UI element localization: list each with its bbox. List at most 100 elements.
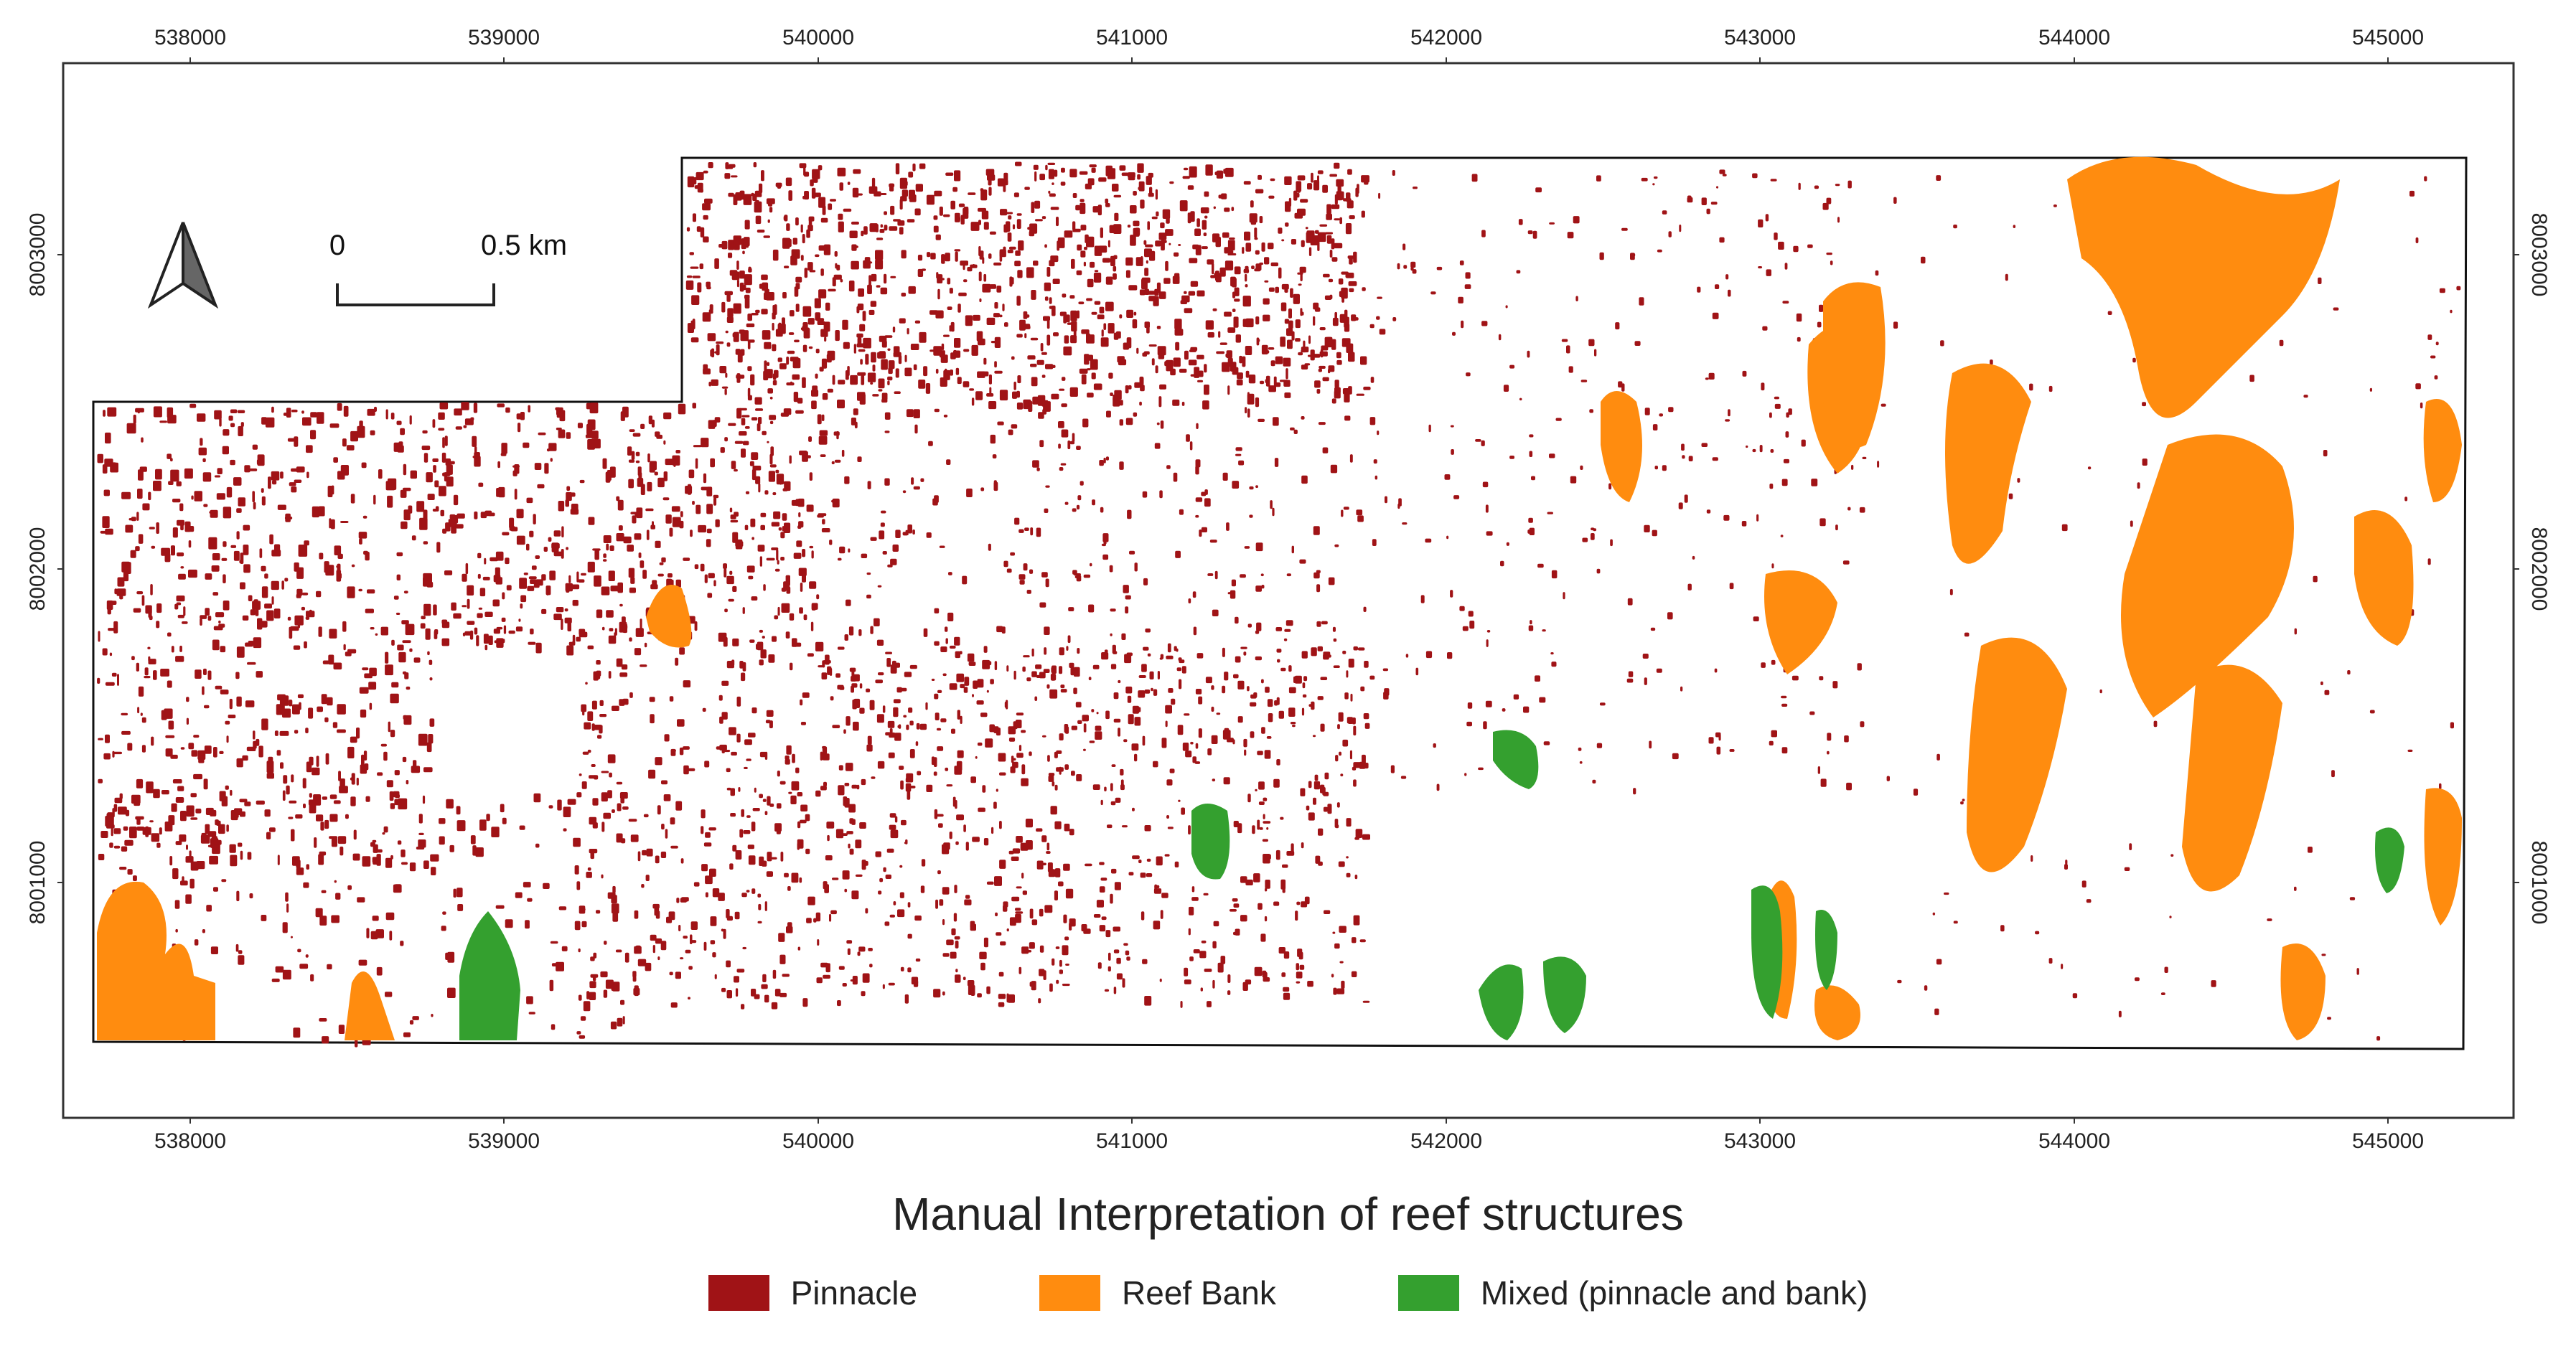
- pinnacle-feature: [628, 568, 635, 578]
- pinnacle-feature: [739, 661, 744, 669]
- pinnacle-feature: [1046, 334, 1051, 346]
- pinnacle-feature: [848, 626, 854, 636]
- pinnacle-feature: [812, 169, 820, 179]
- pinnacle-feature: [1249, 486, 1254, 490]
- pinnacle-feature: [1054, 169, 1058, 177]
- pinnacle-feature: [1161, 240, 1165, 251]
- pinnacle-feature: [795, 410, 804, 414]
- pinnacle-feature: [787, 922, 792, 930]
- pinnacle-feature: [879, 335, 887, 342]
- pinnacle-feature: [650, 524, 655, 530]
- pinnacle-feature: [1017, 270, 1023, 278]
- pinnacle-feature: [703, 368, 711, 375]
- pinnacle-feature: [98, 854, 105, 860]
- pinnacle-feature: [1034, 171, 1037, 182]
- pinnacle-feature: [441, 452, 446, 463]
- pinnacle-feature: [735, 988, 739, 997]
- pinnacle-feature: [1535, 187, 1542, 193]
- pinnacle-feature: [1110, 783, 1113, 791]
- pinnacle-feature: [213, 567, 217, 570]
- pinnacle-feature: [431, 867, 436, 875]
- pinnacle-feature: [328, 654, 334, 665]
- pinnacle-feature: [310, 430, 317, 440]
- pinnacle-feature: [98, 778, 103, 783]
- pinnacle-feature: [934, 693, 939, 700]
- pinnacle-feature: [1188, 825, 1191, 835]
- pinnacle-feature: [1469, 621, 1475, 629]
- pinnacle-feature: [935, 310, 944, 319]
- pinnacle-feature: [989, 231, 996, 235]
- pinnacle-feature: [1260, 380, 1265, 385]
- pinnacle-feature: [744, 524, 749, 530]
- pinnacle-feature: [1126, 652, 1133, 656]
- pinnacle-feature: [1188, 928, 1191, 936]
- pinnacle-feature: [942, 846, 947, 854]
- pinnacle-feature: [156, 522, 159, 534]
- pinnacle-feature: [672, 455, 680, 466]
- pinnacle-feature: [174, 900, 180, 909]
- pinnacle-feature: [1305, 227, 1308, 230]
- pinnacle-feature: [1039, 602, 1046, 608]
- pinnacle-feature: [319, 851, 327, 856]
- pinnacle-feature: [394, 884, 401, 893]
- pinnacle-feature: [1953, 225, 1957, 229]
- pinnacle-feature: [282, 922, 288, 933]
- pinnacle-feature: [558, 501, 565, 512]
- pinnacle-feature: [1341, 287, 1348, 299]
- pinnacle-feature: [1188, 598, 1191, 603]
- pinnacle-feature: [718, 893, 725, 901]
- pinnacle-feature: [856, 333, 863, 338]
- pinnacle-feature: [686, 227, 690, 232]
- pinnacle-feature: [1247, 623, 1252, 628]
- pinnacle-feature: [706, 539, 711, 547]
- pinnacle-feature: [1181, 401, 1185, 406]
- pinnacle-feature: [1187, 185, 1194, 190]
- pinnacle-feature: [321, 890, 327, 893]
- pinnacle-feature: [1046, 318, 1050, 329]
- pinnacle-feature: [1023, 311, 1028, 319]
- pinnacle-feature: [1245, 407, 1247, 414]
- pinnacle-feature: [1166, 655, 1174, 659]
- pinnacle-feature: [2086, 899, 2092, 903]
- pinnacle-feature: [403, 715, 412, 725]
- pinnacle-feature: [1222, 685, 1226, 694]
- pinnacle-feature: [782, 481, 788, 484]
- pinnacle-feature: [395, 794, 400, 799]
- pinnacle-feature: [1530, 620, 1532, 625]
- pinnacle-feature: [1013, 670, 1016, 680]
- pinnacle-feature: [842, 833, 848, 836]
- pinnacle-feature: [683, 936, 688, 939]
- pinnacle-feature: [1072, 433, 1075, 443]
- pinnacle-feature: [1178, 799, 1181, 802]
- pinnacle-feature: [1044, 508, 1049, 513]
- pinnacle-feature: [553, 551, 562, 557]
- pinnacle-feature: [1029, 908, 1034, 919]
- pinnacle-feature: [784, 758, 790, 765]
- pinnacle-feature: [291, 829, 295, 842]
- pinnacle-feature: [1049, 983, 1053, 992]
- pinnacle-feature: [161, 547, 170, 556]
- pinnacle-feature: [815, 254, 820, 258]
- pinnacle-feature: [660, 851, 667, 858]
- pinnacle-feature: [1050, 207, 1059, 210]
- pinnacle-feature: [622, 806, 629, 810]
- pinnacle-feature: [735, 192, 742, 201]
- pinnacle-feature: [1026, 590, 1031, 594]
- pinnacle-feature: [776, 825, 781, 834]
- pinnacle-feature: [784, 756, 790, 760]
- pinnacle-feature: [456, 513, 465, 519]
- pinnacle-feature: [583, 1001, 591, 1012]
- pinnacle-feature: [462, 605, 467, 608]
- pinnacle-feature: [1317, 232, 1326, 243]
- pinnacle-feature: [1780, 535, 1784, 537]
- pinnacle-feature: [642, 570, 647, 579]
- pinnacle-feature: [956, 673, 965, 682]
- pinnacle-feature: [988, 179, 992, 186]
- pinnacle-feature: [2129, 843, 2132, 850]
- pinnacle-feature: [516, 509, 524, 519]
- pinnacle-feature: [473, 403, 478, 413]
- pinnacle-feature: [1110, 633, 1113, 636]
- pinnacle-feature: [1196, 354, 1204, 359]
- pinnacle-feature: [1352, 766, 1357, 771]
- pinnacle-feature: [1771, 563, 1774, 569]
